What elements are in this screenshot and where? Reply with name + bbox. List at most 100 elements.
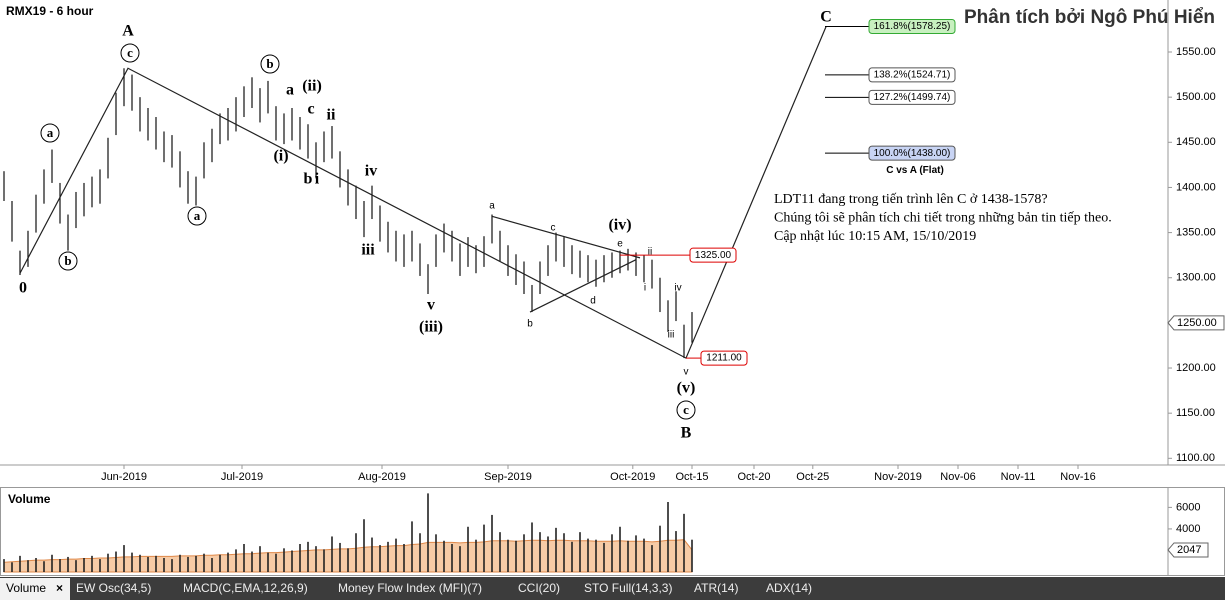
wave-label: (iii)	[419, 319, 443, 336]
indicator-tab-label[interactable]: MACD(C,EMA,12,26,9)	[183, 581, 308, 595]
wave-label: i	[315, 171, 320, 188]
x-tick-label: Oct-20	[737, 471, 770, 483]
y-tick-label: 1150.00	[1176, 407, 1215, 419]
wave-label: c	[683, 402, 689, 417]
x-tick-label: Nov-06	[940, 471, 975, 483]
last-price-label: 1250.00	[1177, 317, 1217, 329]
annotation: Cập nhật lúc 10:15 AM, 15/10/2019	[774, 229, 976, 244]
wave-label: b	[266, 56, 273, 71]
last-price-tag	[1167, 315, 1225, 331]
wave-label: ii	[327, 107, 336, 124]
y-tick-label: 1450.00	[1176, 136, 1216, 148]
wave-label: a	[47, 125, 54, 140]
wave-label: e	[617, 239, 623, 250]
indicator-tab-label[interactable]: STO Full(14,3,3)	[584, 581, 672, 595]
wave-circle	[676, 400, 696, 420]
wave-label: a	[489, 201, 495, 212]
indicator-tab[interactable]	[688, 578, 760, 600]
level-box	[689, 247, 737, 263]
wave-label: (v)	[677, 380, 696, 397]
wave-label: c	[551, 223, 556, 234]
y-tick-label: 4000	[1176, 523, 1200, 535]
y-tick-label: 1350.00	[1176, 226, 1216, 238]
annotation: Chúng tôi sẽ phân tích chi tiết trong nh…	[774, 211, 1112, 226]
indicator-tab[interactable]	[177, 578, 332, 600]
indicator-tab[interactable]	[512, 578, 578, 600]
y-tick-label: 1500.00	[1176, 91, 1216, 103]
wave-label: b	[304, 171, 313, 188]
indicator-tab[interactable]	[70, 578, 177, 600]
level-box	[700, 350, 748, 366]
wave-label: b	[64, 253, 71, 268]
x-tick-label: Sep-2019	[484, 471, 532, 483]
level-label: 1325.00	[695, 250, 732, 261]
indicator-tab[interactable]	[760, 578, 820, 600]
indicator-tab[interactable]	[332, 578, 512, 600]
x-tick-label: Jul-2019	[221, 471, 263, 483]
fib-box	[868, 89, 956, 105]
x-tick-label: Aug-2019	[358, 471, 406, 483]
fib-note: C vs A (Flat)	[886, 165, 944, 176]
fib-label: 161.8%(1578.25)	[874, 21, 951, 32]
wave-label: a	[286, 82, 294, 99]
volume-tag-label: 2047	[1177, 544, 1201, 556]
wave-label: d	[590, 296, 596, 307]
wave-label: v	[684, 367, 689, 378]
x-tick-label: Nov-11	[1001, 471, 1036, 483]
wave-label: 0	[19, 280, 27, 297]
fib-label: 100.0%(1438.00)	[874, 148, 951, 159]
fib-label: 127.2%(1499.74)	[874, 92, 951, 103]
wave-circle	[120, 43, 140, 63]
indicator-tab-label[interactable]: Money Flow Index (MFI)(7)	[338, 581, 482, 595]
wave-line	[19, 26, 827, 359]
x-tick-label: Nov-2019	[874, 471, 922, 483]
volume-tag	[1167, 542, 1209, 558]
fib-label: 138.2%(1524.71)	[874, 69, 951, 80]
indicator-tab-label[interactable]: Volume	[6, 581, 46, 595]
wave-label: a	[194, 208, 201, 223]
wave-label: c	[307, 101, 314, 118]
indicator-tab-label[interactable]: EW Osc(34,5)	[76, 581, 151, 595]
y-tick-label: 1300.00	[1176, 272, 1216, 284]
wave-circle	[40, 123, 60, 143]
tab-close[interactable]: ×	[56, 581, 63, 595]
credit: Phân tích bởi Ngô Phú Hiển	[964, 7, 1215, 28]
wave-line	[491, 215, 641, 259]
wave-label: iv	[365, 163, 377, 180]
wave-label: c	[127, 45, 133, 60]
wave-label: (iv)	[608, 217, 631, 234]
wave-label: b	[527, 319, 533, 330]
volume-title: Volume	[8, 492, 51, 506]
x-tick-label: Oct-2019	[610, 471, 655, 483]
y-tick-label: 1200.00	[1176, 362, 1216, 374]
indicator-tab[interactable]	[0, 578, 70, 600]
wave-circle	[187, 206, 207, 226]
wave-label: iv	[674, 283, 681, 294]
indicator-tab[interactable]	[578, 578, 688, 600]
x-tick-label: Oct-15	[675, 471, 708, 483]
wave-circle	[260, 54, 280, 74]
y-tick-label: 1400.00	[1176, 181, 1216, 193]
wave-circle	[58, 251, 78, 271]
wave-label: (ii)	[302, 78, 322, 95]
level-label: 1211.00	[706, 353, 742, 364]
indicator-tab-label[interactable]: CCI(20)	[518, 581, 560, 595]
wave-label: ii	[648, 247, 652, 258]
y-tick-label: 1100.00	[1176, 452, 1215, 464]
indicator-tab-label[interactable]: ADX(14)	[766, 581, 812, 595]
fib-box	[868, 19, 956, 35]
y-tick-label: 6000	[1176, 501, 1200, 513]
wave-label: A	[122, 23, 134, 40]
wave-label: (i)	[273, 148, 288, 165]
indicator-tab-label[interactable]: ATR(14)	[694, 581, 738, 595]
x-tick-label: Jun-2019	[101, 471, 147, 483]
chart-title: RMX19 - 6 hour	[6, 4, 94, 18]
wave-label: B	[681, 425, 692, 442]
wave-label: C	[820, 9, 832, 26]
wave-label: iii	[361, 242, 375, 259]
wave-label: i	[644, 283, 646, 294]
fib-box	[868, 145, 956, 161]
x-tick-label: Nov-16	[1060, 471, 1095, 483]
